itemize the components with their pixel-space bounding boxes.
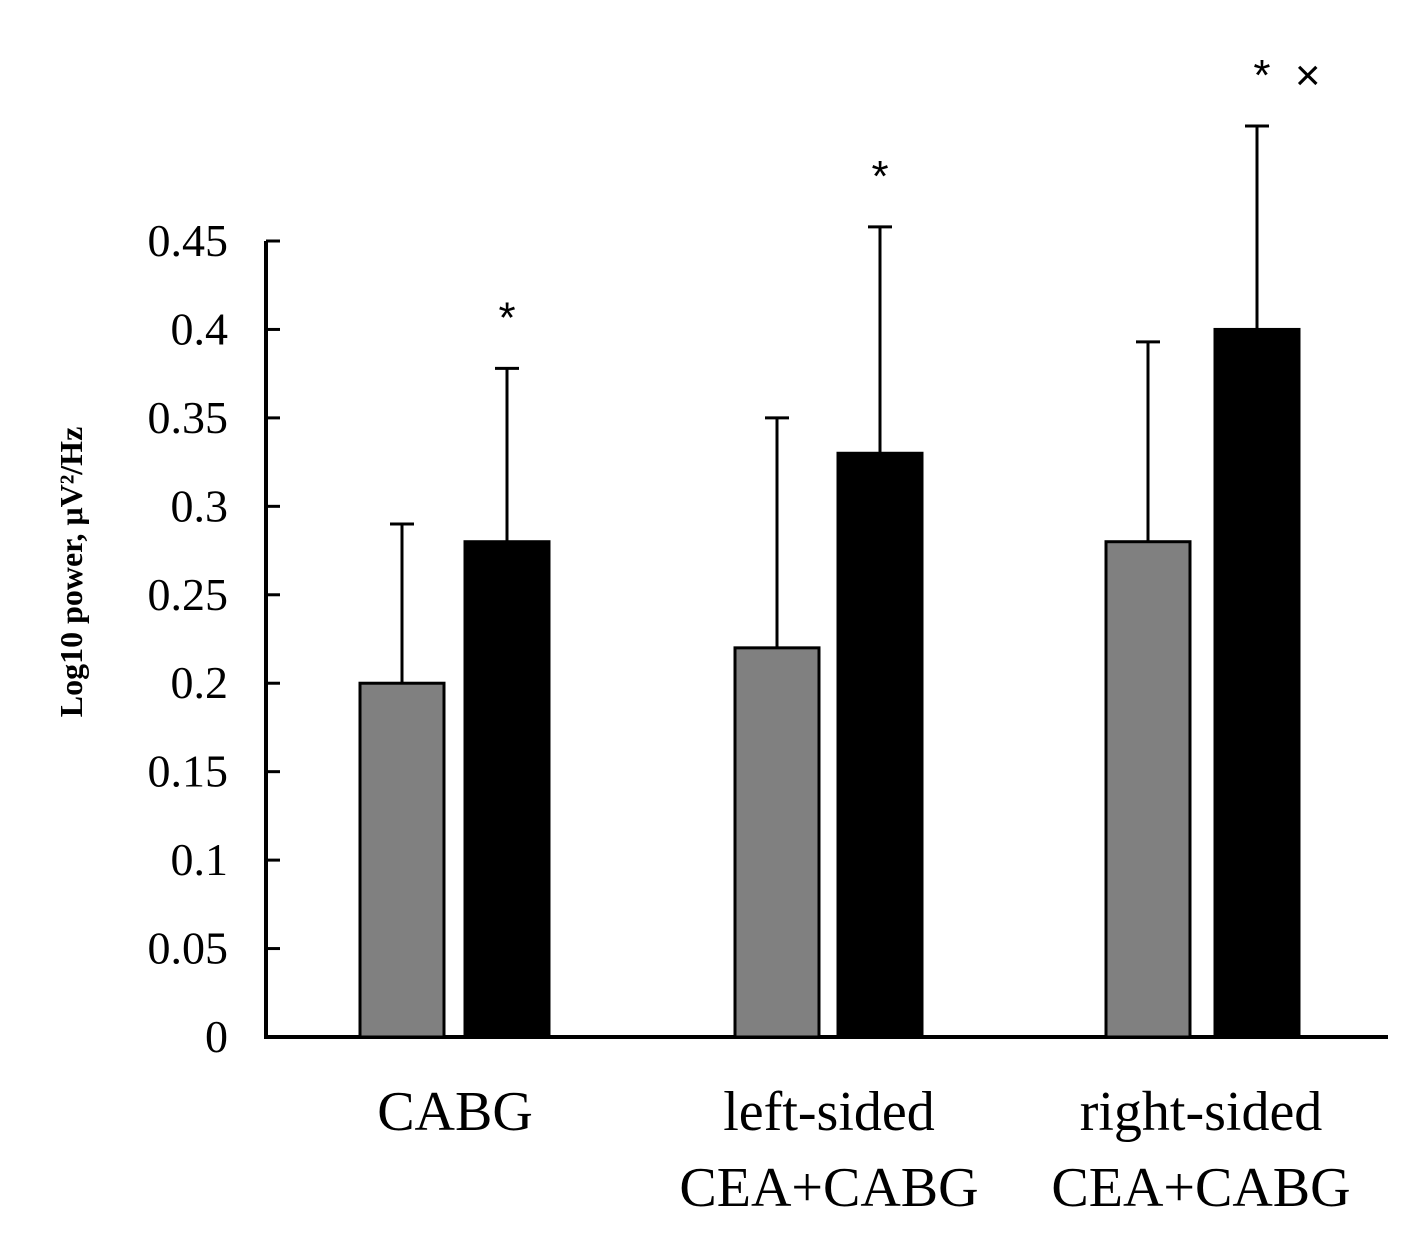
x-category-label: CEA+CABG — [679, 1157, 978, 1219]
significance-marker: * — [871, 152, 888, 201]
y-tick-label: 0.3 — [171, 480, 229, 531]
y-tick-label: 0.35 — [148, 392, 229, 443]
bar — [836, 451, 924, 1039]
x-category-label: left-sided — [723, 1081, 934, 1143]
y-tick-label: 0.1 — [171, 834, 229, 885]
bar — [733, 646, 821, 1039]
x-category-label: CABG — [377, 1081, 533, 1143]
y-tick-label: 0.15 — [148, 746, 229, 797]
y-tick-label: 0.45 — [148, 215, 229, 266]
y-tick-label: 0.25 — [148, 569, 229, 620]
bar — [1104, 540, 1192, 1039]
x-category-label: right-sided — [1080, 1081, 1323, 1143]
significance-marker: * × — [1253, 51, 1320, 100]
y-tick-label: 0.4 — [171, 303, 229, 354]
bar — [358, 681, 446, 1039]
y-tick-label: 0.05 — [148, 923, 229, 974]
y-tick-label: 0.2 — [171, 657, 229, 708]
x-category-label: CEA+CABG — [1051, 1157, 1350, 1219]
bar — [1213, 327, 1301, 1039]
y-axis-label: Log10 power, μV²/Hz — [53, 427, 89, 718]
y-tick-label: 0 — [205, 1011, 228, 1062]
significance-marker: * — [498, 293, 515, 342]
bar — [463, 540, 551, 1039]
